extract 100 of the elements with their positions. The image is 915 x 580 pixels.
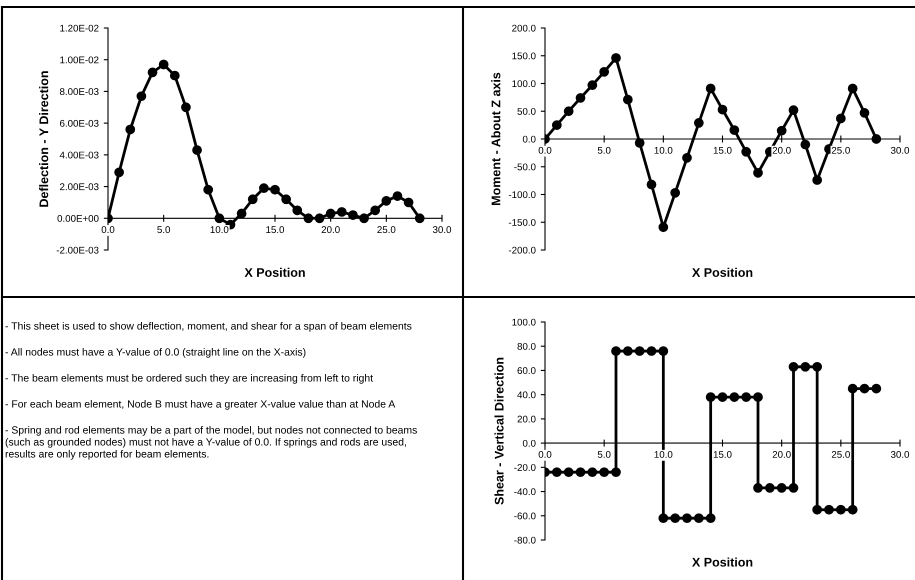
point [192, 145, 202, 155]
point [611, 346, 621, 356]
point [587, 467, 598, 478]
y-tick-label: 1.20E-02 [60, 24, 98, 32]
y-tick-label: 40.0 [517, 391, 536, 398]
point [587, 80, 598, 90]
point [776, 483, 787, 493]
x-tick-label: 0.0 [538, 451, 552, 458]
point [706, 84, 716, 94]
point [392, 191, 402, 201]
point [236, 208, 246, 218]
y-tick-label: -100.0 [508, 191, 536, 198]
point [753, 483, 763, 493]
point [576, 467, 586, 478]
x-tick-label: 30.0 [890, 146, 910, 154]
point [599, 66, 610, 77]
x-axis-title: X Position [692, 557, 752, 567]
point [682, 153, 692, 163]
y-tick-label: 1.00E-02 [60, 56, 98, 64]
x-tick-label: 0.0 [538, 146, 552, 154]
point [248, 194, 258, 204]
point [552, 467, 562, 478]
y-tick-label: 100.0 [512, 80, 536, 88]
text: - For each beam element, Node B must have a greater X-value value than at Node A [5, 400, 396, 410]
point [718, 392, 728, 402]
point [292, 205, 302, 216]
x-tick-label: 5.0 [157, 226, 170, 234]
point [753, 392, 763, 402]
y-tick-label: 80.0 [517, 342, 536, 350]
point [788, 105, 798, 115]
point [564, 106, 574, 116]
point [836, 504, 846, 515]
point [776, 126, 787, 136]
point [670, 513, 680, 524]
point [552, 120, 562, 130]
x-tick-label: 10.0 [654, 451, 672, 458]
point [203, 184, 214, 195]
y-tick-label: -200.0 [508, 246, 536, 254]
point [812, 362, 822, 372]
y-tick-label: -40.0 [514, 488, 536, 496]
y-tick-label: 60.0 [518, 367, 536, 374]
y-tick-label: -2.00E-03 [56, 246, 99, 254]
y-tick-label: 6.00E-03 [60, 120, 99, 127]
point [658, 513, 668, 524]
point [800, 362, 810, 372]
point [646, 180, 656, 190]
point [576, 93, 586, 103]
point [634, 346, 645, 356]
point [622, 346, 633, 356]
y-tick-label: -150.0 [508, 218, 536, 226]
y-tick-label: 0.0 [522, 440, 536, 447]
y-tick-label: 20.0 [518, 416, 536, 423]
point [114, 167, 124, 178]
point [136, 91, 146, 102]
point [611, 53, 621, 63]
y-tick-label: 8.00E-03 [60, 88, 99, 96]
y-tick-label: 50.0 [517, 108, 536, 115]
point [753, 168, 763, 178]
text: - Spring and rod elements may be a part of the model, but nodes not connected to beams (such as grounded nodes) must not have a Y-value of 0.0. If springs and rods are used, results are only reported for beam elements. [5, 426, 417, 460]
point [694, 118, 704, 128]
point [706, 392, 716, 402]
point [170, 70, 180, 80]
point [836, 114, 846, 124]
point [326, 208, 336, 218]
point [741, 146, 752, 157]
point [370, 205, 380, 216]
y-tick-label: 4.00E-03 [60, 152, 99, 158]
x-tick-label: 20.0 [322, 226, 340, 234]
point [148, 68, 158, 78]
y-tick-label: 150.0 [512, 52, 536, 60]
point [611, 467, 621, 478]
point [694, 513, 704, 524]
x-tick-label: 15.0 [714, 146, 732, 154]
point [259, 183, 269, 194]
point [729, 392, 740, 402]
point [848, 384, 858, 394]
point [848, 504, 858, 515]
point [125, 124, 136, 134]
x-tick-label: 5.0 [598, 451, 611, 458]
point [682, 513, 692, 524]
point [381, 196, 392, 206]
y-tick-label: 0.0 [522, 136, 536, 143]
point [270, 184, 280, 195]
point [181, 102, 191, 112]
point [622, 94, 633, 104]
x-tick-label: 5.0 [598, 146, 611, 154]
x-tick-label: 15.0 [266, 226, 284, 234]
y-tick-label: -20.0 [514, 464, 536, 471]
point [871, 384, 882, 394]
point [729, 125, 740, 135]
y-tick-label: -60.0 [514, 512, 536, 520]
point [646, 346, 656, 356]
point [764, 483, 775, 493]
x-tick-label: 20.0 [772, 146, 791, 154]
point [848, 84, 858, 94]
y-tick-label: 100.0 [512, 318, 536, 326]
point [788, 483, 798, 493]
point [634, 138, 645, 148]
x-tick-label: 25.0 [832, 146, 850, 154]
point [741, 392, 752, 402]
